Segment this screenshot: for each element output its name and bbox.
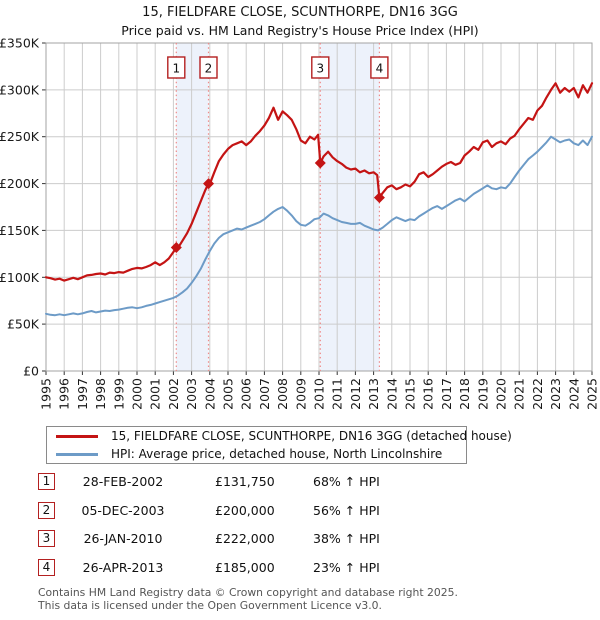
marker-number-box (199, 56, 218, 79)
sale-price-marker (203, 178, 215, 190)
legend-item-property: 15, FIELDFARE CLOSE, SCUNTHORPE, DN16 3G… (47, 429, 512, 444)
x-axis-tick-label: 2023 (548, 378, 563, 410)
x-axis-tick-label: 2015 (403, 378, 418, 410)
footer-line-1: Contains HM Land Registry data © Crown c… (38, 586, 458, 599)
legend-item-hpi: HPI: Average price, detached house, Nort… (47, 447, 466, 462)
x-axis-tick-label: 1995 (39, 378, 54, 410)
x-axis-tick-label: 2017 (439, 378, 454, 410)
transaction-date: 26-APR-2013 (82, 560, 164, 575)
ownership-period-band (176, 43, 209, 371)
price-chart: 1995 1996 1997 1998 1999 2000 2001 2002 2003 2004… (0, 36, 600, 410)
y-axis-tick-label: £0 (23, 364, 39, 379)
y-axis-tick-label: £200K (0, 176, 40, 191)
sale-price-marker (170, 242, 182, 254)
x-axis-tick-label: 2000 (130, 378, 145, 410)
x-axis-tick-label: 2002 (166, 378, 181, 410)
y-axis-tick-label: £300K (0, 82, 40, 97)
transaction-number-badge: 1 (38, 473, 55, 490)
x-axis-tick-label: 2001 (148, 378, 163, 410)
page-subtitle: Price paid vs. HM Land Registry's House … (121, 23, 479, 38)
marker-number-box (311, 56, 330, 79)
x-axis-tick-label: 2019 (475, 378, 490, 410)
transaction-date: 05-DEC-2003 (81, 503, 165, 518)
license-footer: Contains HM Land Registry data © Crown c… (38, 586, 598, 612)
sale-price-marker (314, 157, 326, 169)
transaction-row: 3 26-JAN-2010 £222,000 38% ↑ HPI (38, 530, 578, 548)
transaction-price: £222,000 (215, 531, 275, 546)
x-axis-tick-label: 2016 (421, 378, 436, 410)
x-axis-tick-label: 2020 (494, 378, 509, 410)
y-axis-tick-label: £100K (0, 270, 40, 285)
y-axis-tick-label: £250K (0, 129, 40, 144)
x-axis-tick-label: 2014 (384, 378, 399, 410)
x-axis-tick-label: 2025 (585, 378, 600, 410)
legend-label-property: 15, FIELDFARE CLOSE, SCUNTHORPE, DN16 3G… (111, 429, 512, 443)
chart-legend: 15, FIELDFARE CLOSE, SCUNTHORPE, DN16 3G… (46, 426, 512, 464)
y-axis-tick-label: £150K (0, 223, 40, 238)
marker-number-label: 2 (205, 62, 213, 76)
transaction-number-badge: 2 (38, 502, 55, 519)
y-axis-tick-label: £50K (7, 317, 40, 332)
x-axis-tick-label: 2007 (257, 378, 272, 410)
x-axis-tick-label: 2011 (330, 378, 345, 410)
transaction-row: 1 28-FEB-2002 £131,750 68% ↑ HPI (38, 473, 578, 491)
x-axis-tick-label: 2018 (457, 378, 472, 410)
x-axis-tick-label: 2022 (530, 378, 545, 410)
x-axis-tick-label: 2008 (275, 378, 290, 410)
x-axis-tick-label: 2012 (348, 378, 363, 410)
hpi-line-swatch (56, 452, 98, 456)
transaction-hpi-delta: 56% ↑ HPI (313, 503, 380, 518)
x-axis-tick-label: 2009 (293, 378, 308, 410)
transaction-date: 28-FEB-2002 (82, 474, 164, 489)
x-axis-tick-label: 2021 (512, 378, 527, 410)
x-axis-tick-label: 2024 (566, 378, 581, 410)
legend-label-hpi: HPI: Average price, detached house, Nort… (111, 447, 443, 461)
marker-number-box (370, 56, 389, 79)
property-line-swatch (56, 434, 98, 438)
page-title: 15, FIELDFARE CLOSE, SCUNTHORPE, DN16 3G… (142, 5, 458, 20)
x-axis-tick-label: 2004 (202, 378, 217, 410)
transaction-number-badge: 4 (38, 559, 55, 576)
footer-line-2: This data is licensed under the Open Gov… (38, 598, 382, 612)
transaction-price: £185,000 (215, 560, 275, 575)
x-axis-tick-label: 2005 (221, 378, 236, 410)
hpi-line (45, 135, 593, 317)
marker-number-label: 4 (376, 62, 384, 76)
plot-frame (45, 42, 593, 372)
x-axis-tick-label: 1997 (75, 378, 90, 410)
x-axis-tick-label: 1996 (57, 378, 72, 410)
transaction-hpi-delta: 68% ↑ HPI (313, 474, 380, 489)
y-axis-tick-label: £350K (0, 36, 40, 51)
marker-number-box (167, 56, 186, 79)
transaction-row: 2 05-DEC-2003 £200,000 56% ↑ HPI (38, 502, 578, 520)
property-price-line (44, 82, 594, 282)
x-axis-tick-label: 1999 (111, 378, 126, 410)
transaction-hpi-delta: 38% ↑ HPI (313, 531, 380, 546)
marker-number-label: 1 (172, 62, 180, 76)
transaction-row: 4 26-APR-2013 £185,000 23% ↑ HPI (38, 559, 578, 577)
x-axis-tick-label: 1998 (93, 378, 108, 410)
ownership-period-band (320, 43, 380, 371)
transaction-price: £131,750 (215, 474, 275, 489)
sale-price-marker (373, 192, 385, 204)
marker-number-label: 3 (316, 62, 324, 76)
transaction-hpi-delta: 23% ↑ HPI (313, 560, 380, 575)
x-axis-tick-label: 2013 (366, 378, 381, 410)
x-axis-tick-label: 2010 (312, 378, 327, 410)
transaction-price: £200,000 (215, 503, 275, 518)
transaction-date: 26-JAN-2010 (83, 531, 163, 546)
x-axis-tick-label: 2006 (239, 378, 254, 410)
transaction-number-badge: 3 (38, 530, 55, 547)
x-axis-tick-label: 2003 (184, 378, 199, 410)
